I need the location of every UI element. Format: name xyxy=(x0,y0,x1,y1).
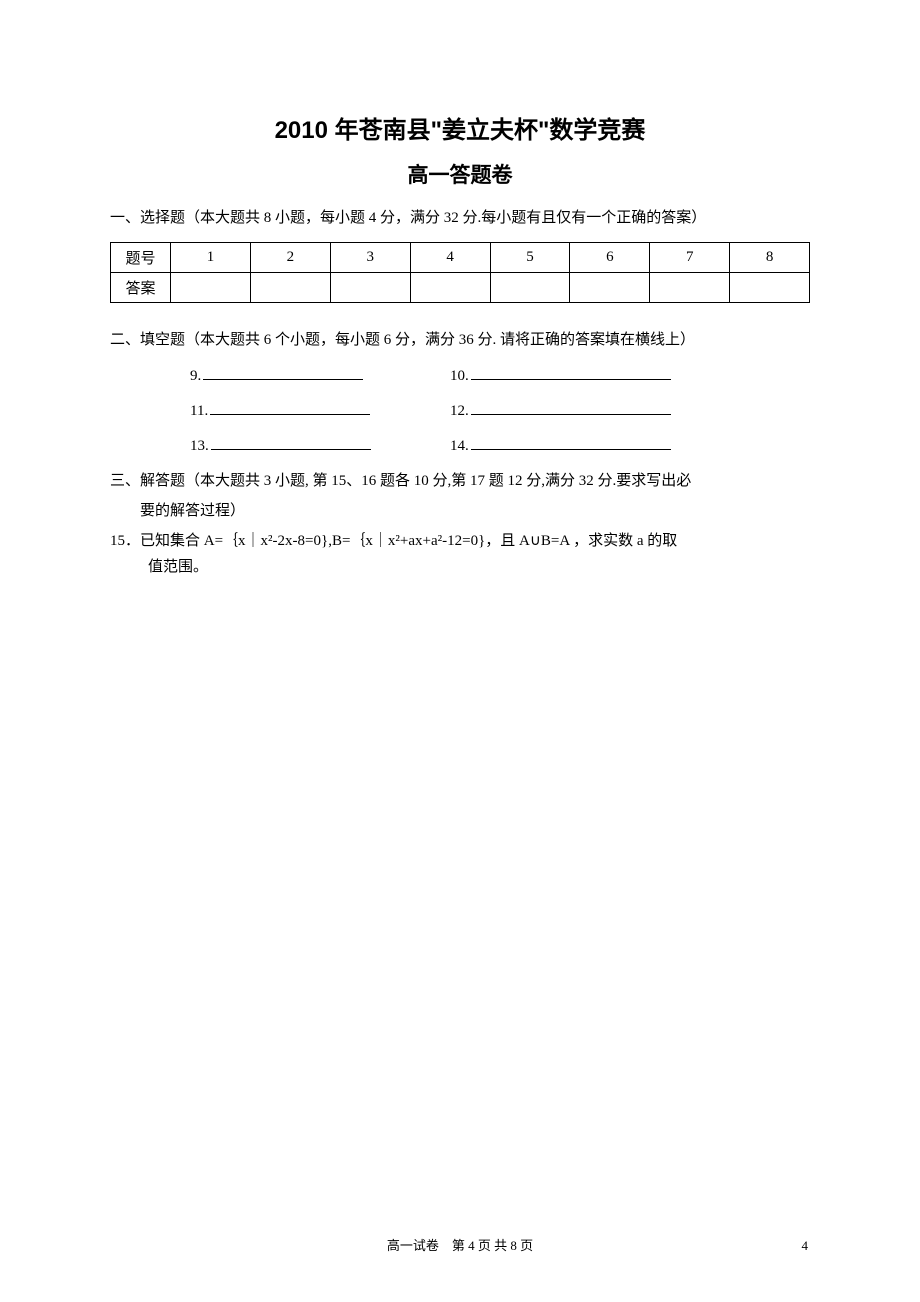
blank-13-line xyxy=(211,434,371,450)
blank-10-line xyxy=(471,364,671,380)
answer-cell-4 xyxy=(410,273,490,303)
question-15-text-line1: 15．已知集合 A=｛x｜x²-2x-8=0},B=｛x｜x²+ax+a²-12… xyxy=(110,528,810,554)
col-4: 4 xyxy=(410,243,490,273)
section-1-heading: 一、选择题（本大题共 8 小题，每小题 4 分，满分 32 分.每小题有且仅有一… xyxy=(110,205,810,232)
table-answer-row: 答案 xyxy=(111,273,810,303)
blank-11-label: 11. xyxy=(190,403,208,420)
answer-cell-3 xyxy=(330,273,410,303)
col-8: 8 xyxy=(730,243,810,273)
answer-cell-6 xyxy=(570,273,650,303)
page-footer-right: 4 xyxy=(802,1238,809,1254)
choice-answer-table: 题号 1 2 3 4 5 6 7 8 答案 xyxy=(110,242,810,303)
section-3-heading-line1: 三、解答题（本大题共 3 小题, 第 15、16 题各 10 分,第 17 题 … xyxy=(110,469,810,495)
blank-14-label: 14. xyxy=(450,438,469,455)
col-7: 7 xyxy=(650,243,730,273)
col-2: 2 xyxy=(250,243,330,273)
answer-cell-1 xyxy=(171,273,251,303)
table-header-row: 题号 1 2 3 4 5 6 7 8 xyxy=(111,243,810,273)
blank-9-label: 9. xyxy=(190,368,201,385)
answer-cell-7 xyxy=(650,273,730,303)
blank-12-line xyxy=(471,399,671,415)
question-number-label: 题号 xyxy=(111,243,171,273)
section-3-heading-line2: 要的解答过程） xyxy=(110,499,810,525)
answer-cell-5 xyxy=(490,273,570,303)
blank-10-label: 10. xyxy=(450,368,469,385)
blank-9-line xyxy=(203,364,363,380)
col-6: 6 xyxy=(570,243,650,273)
col-3: 3 xyxy=(330,243,410,273)
page-footer-center: 高一试卷 第 4 页 共 8 页 xyxy=(0,1235,920,1254)
exam-title: 2010 年苍南县"姜立夫杯"数学竞赛 xyxy=(110,110,810,145)
fill-blank-area: 9. 10. 11. 12. 13. 14. xyxy=(110,364,810,455)
blank-12-label: 12. xyxy=(450,403,469,420)
blank-11-line xyxy=(210,399,370,415)
answer-cell-2 xyxy=(250,273,330,303)
fill-row-1: 9. 10. xyxy=(190,364,810,385)
fill-row-2: 11. 12. xyxy=(190,399,810,420)
fill-row-3: 13. 14. xyxy=(190,434,810,455)
question-15-text-line2: 值范围。 xyxy=(110,554,810,580)
col-5: 5 xyxy=(490,243,570,273)
blank-13-label: 13. xyxy=(190,438,209,455)
col-1: 1 xyxy=(171,243,251,273)
answer-sheet-title: 高一答题卷 xyxy=(110,159,810,189)
blank-14-line xyxy=(471,434,671,450)
section-2-heading: 二、填空题（本大题共 6 个小题，每小题 6 分，满分 36 分. 请将正确的答… xyxy=(110,327,810,354)
answer-cell-8 xyxy=(730,273,810,303)
answer-label: 答案 xyxy=(111,273,171,303)
